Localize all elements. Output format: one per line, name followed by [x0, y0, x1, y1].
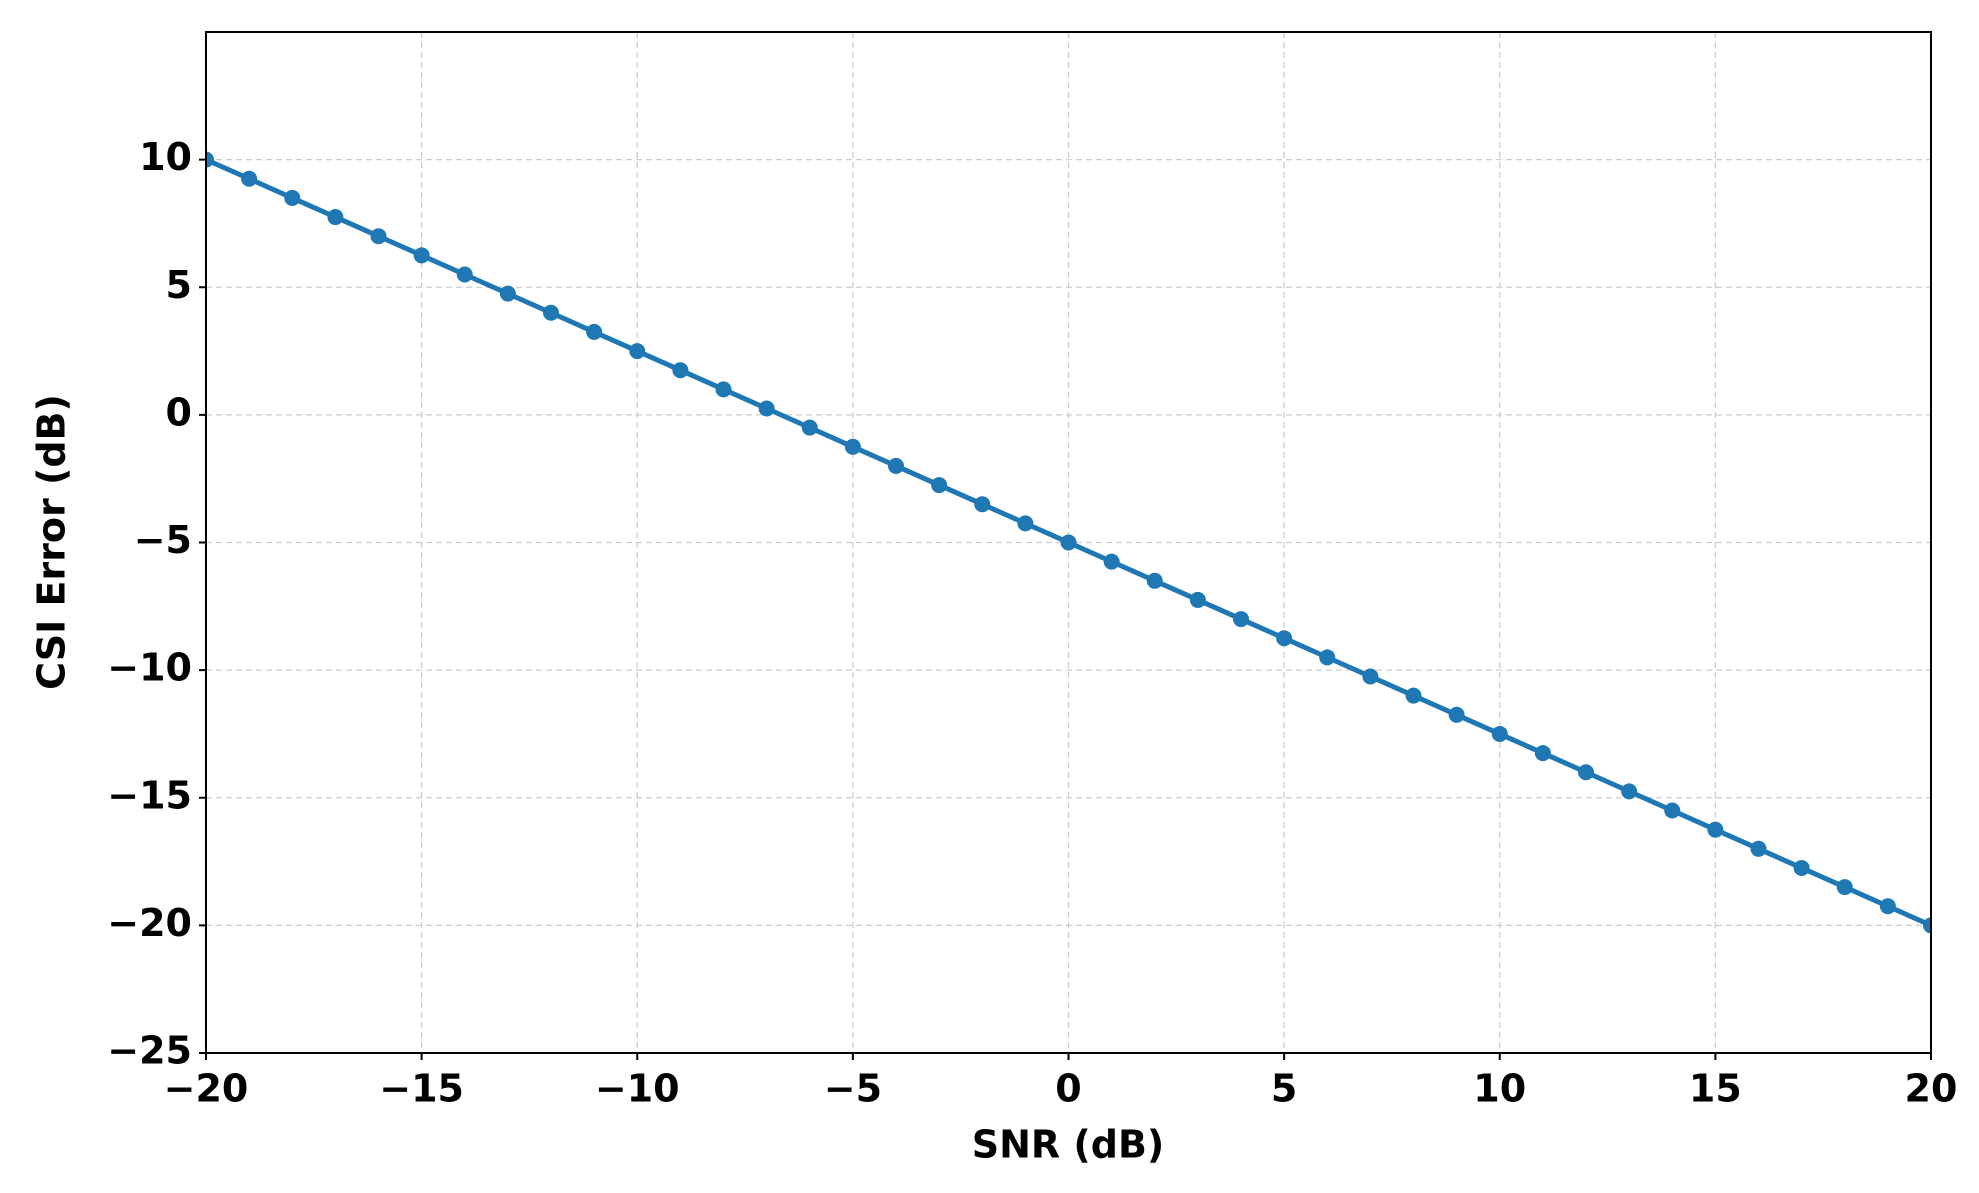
- data-point: [284, 189, 301, 206]
- data-point: [1621, 783, 1638, 800]
- data-point: [1233, 611, 1249, 628]
- x-tick-label: 5: [1271, 1067, 1297, 1111]
- data-point: [931, 477, 948, 494]
- y-tick-label: −25: [107, 1029, 192, 1073]
- data-point: [1750, 840, 1767, 857]
- data-point: [1319, 649, 1336, 666]
- x-tick-label: 15: [1689, 1067, 1742, 1111]
- data-point: [844, 438, 861, 455]
- y-tick-label: −10: [107, 646, 192, 690]
- data-point: [1060, 534, 1077, 551]
- y-tick-label: 5: [166, 263, 192, 307]
- data-point: [370, 228, 387, 245]
- x-tick-label: 20: [1905, 1067, 1958, 1111]
- data-point: [1707, 821, 1724, 838]
- data-point: [1879, 898, 1896, 915]
- data-point: [1923, 917, 1931, 934]
- x-tick-label: −5: [824, 1067, 882, 1111]
- data-point: [543, 304, 559, 321]
- data-point: [672, 362, 689, 379]
- y-axis-label: CSI Error (dB): [30, 394, 74, 690]
- x-axis-label: SNR (dB): [972, 1123, 1165, 1167]
- data-point: [1664, 802, 1681, 819]
- y-tick-label: 0: [166, 390, 192, 434]
- data-point: [1491, 725, 1508, 742]
- data-point: [1362, 668, 1379, 685]
- data-point: [1448, 706, 1465, 723]
- data-point: [715, 381, 732, 398]
- data-point: [1836, 879, 1853, 896]
- data-point: [413, 247, 430, 264]
- data-point: [1146, 572, 1163, 589]
- data-point: [801, 419, 818, 436]
- y-tick-label: −5: [134, 518, 192, 562]
- data-point: [1276, 630, 1293, 647]
- data-point: [1793, 859, 1810, 876]
- x-tick-label: 10: [1473, 1067, 1526, 1111]
- data-point: [1405, 687, 1422, 704]
- data-point: [629, 343, 646, 360]
- x-tick-label: 0: [1055, 1067, 1081, 1111]
- data-point: [1578, 764, 1594, 781]
- data-point: [499, 285, 516, 302]
- data-point: [586, 323, 603, 340]
- y-tick-label: −20: [107, 901, 192, 945]
- plot-area: [206, 151, 1931, 934]
- data-point: [888, 457, 904, 474]
- data-point: [206, 151, 214, 168]
- data-point: [974, 496, 991, 513]
- x-tick-label: −20: [164, 1067, 249, 1111]
- data-point: [456, 266, 473, 283]
- x-tick-label: −10: [595, 1067, 680, 1111]
- x-tick-label: −15: [379, 1067, 464, 1111]
- data-point: [1103, 553, 1120, 570]
- data-point: [1189, 591, 1206, 608]
- data-point: [241, 170, 258, 187]
- data-point: [1534, 745, 1551, 762]
- data-point: [1017, 515, 1034, 532]
- y-tick-label: −15: [107, 773, 192, 817]
- y-tick-label: 10: [139, 135, 192, 179]
- data-point: [327, 209, 344, 226]
- data-point: [758, 400, 775, 417]
